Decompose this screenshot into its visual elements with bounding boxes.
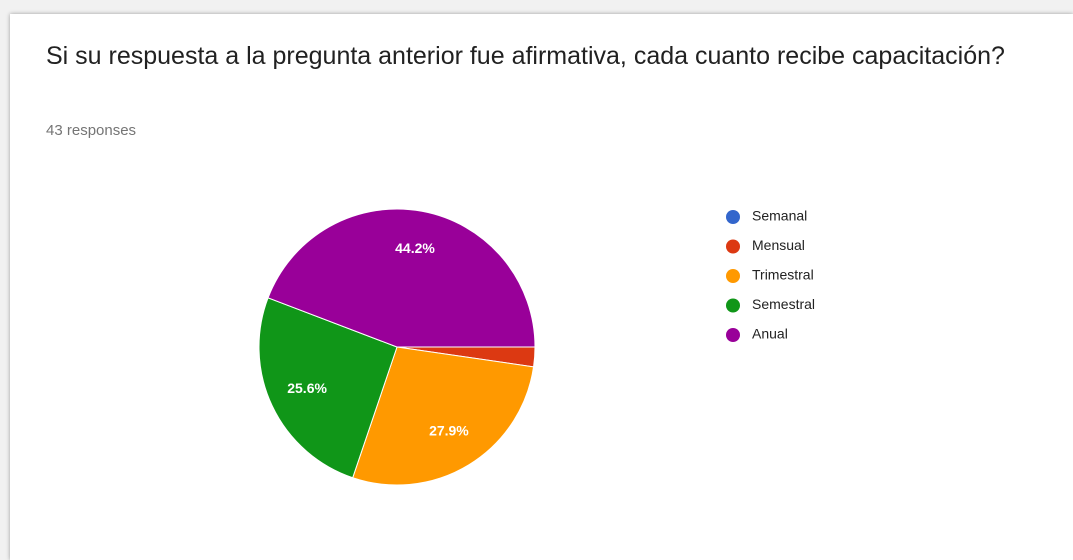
pie-slice: [352, 346, 535, 486]
slice-label: 27.9%: [429, 422, 469, 438]
slice-label: 44.2%: [395, 240, 435, 256]
response-count: 43 responses: [46, 122, 137, 139]
pie-slice: [267, 208, 536, 348]
legend-marker: [726, 298, 740, 313]
legend-label: Anual: [752, 326, 788, 342]
legend-marker: [726, 210, 740, 224]
legend-marker: [726, 269, 740, 283]
legend-label: Mensual: [752, 237, 805, 253]
legend-label: Semestral: [752, 296, 815, 312]
slice-label: 25.6%: [287, 380, 327, 396]
legend-marker: [726, 328, 740, 342]
card: Si su respuesta a la pregunta anterior f…: [10, 14, 1073, 560]
legend-marker: [726, 239, 740, 254]
chart-title: Si su respuesta a la pregunta anterior f…: [46, 42, 1005, 70]
legend-label: Trimestral: [752, 267, 814, 283]
legend-label: Semanal: [752, 208, 807, 224]
pie-slice: [258, 297, 398, 479]
